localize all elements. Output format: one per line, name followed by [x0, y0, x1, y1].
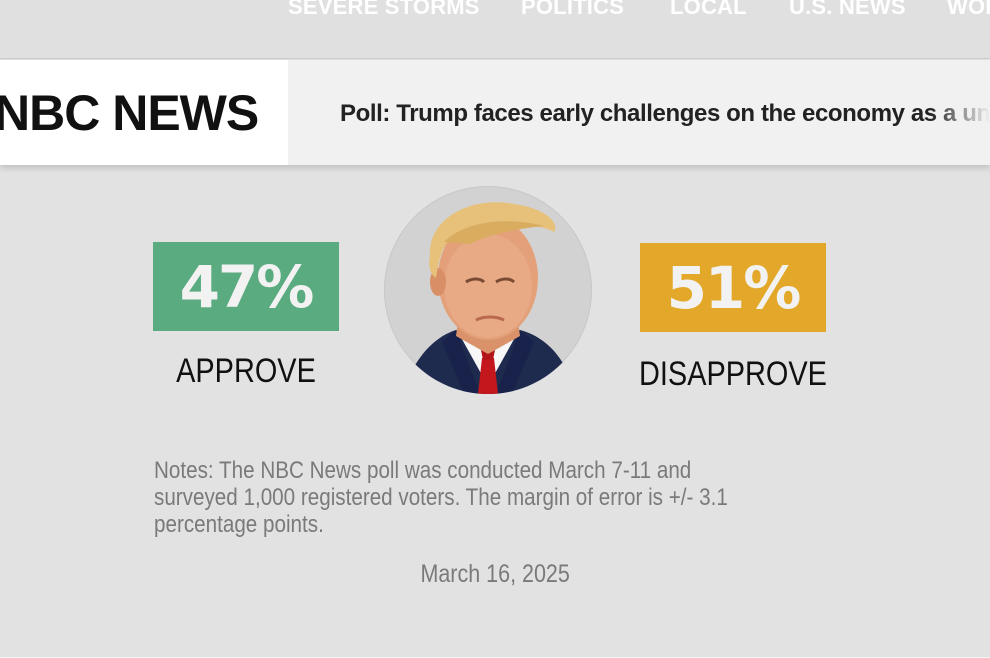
poll-notes: Notes: The NBC News poll was conducted M… — [154, 457, 728, 538]
nav-item-politics[interactable]: POLITICS — [521, 0, 625, 19]
logo-box[interactable]: NBC NEWS — [0, 60, 288, 165]
portrait-illustration — [404, 202, 574, 394]
article-headline[interactable]: Poll: Trump faces early challenges on th… — [340, 100, 990, 127]
portrait-image — [384, 186, 592, 394]
poll-date: March 16, 2025 — [420, 560, 570, 588]
headline-fade — [930, 60, 990, 165]
disapprove-label: DISAPPROVE — [639, 355, 827, 393]
approve-percentage-box: 47% — [153, 242, 339, 331]
disapprove-percentage-box: 51% — [640, 243, 826, 332]
nav-item-world[interactable]: WOR — [947, 0, 990, 19]
nav-item-us-news[interactable]: U.S. NEWS — [789, 0, 906, 19]
nav-item-local[interactable]: LOCAL — [670, 0, 747, 19]
nbc-news-logo[interactable]: NBC NEWS — [0, 85, 259, 141]
disapprove-percentage: 51% — [666, 253, 802, 322]
approve-label: APPROVE — [176, 352, 316, 390]
approve-percentage: 47% — [179, 252, 315, 321]
top-nav: SEVERE STORMS POLITICS LOCAL U.S. NEWS W… — [0, 0, 990, 59]
nav-item-severe-storms[interactable]: SEVERE STORMS — [288, 0, 480, 19]
brand-bar: NBC NEWS Poll: Trump faces early challen… — [0, 60, 990, 165]
